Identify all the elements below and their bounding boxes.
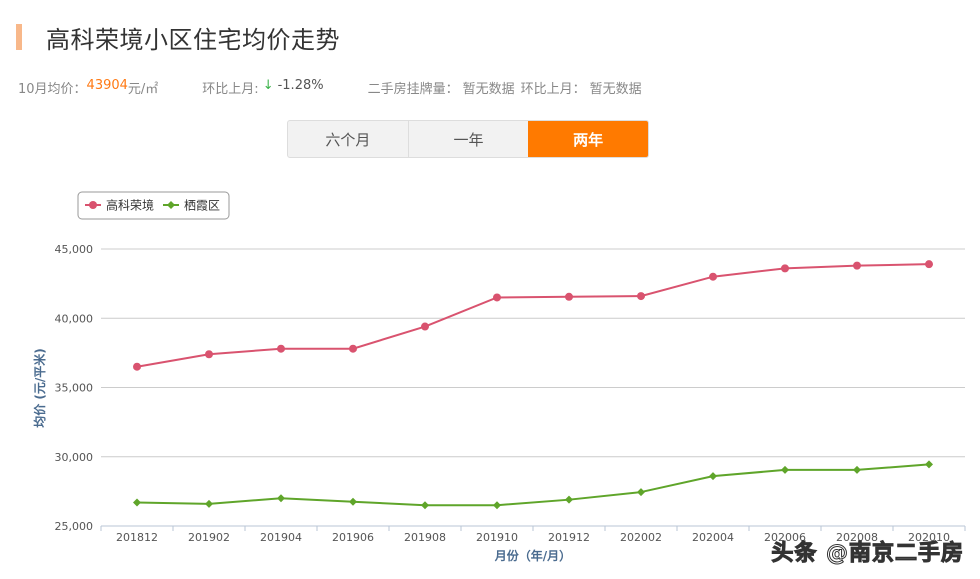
tab-six-months[interactable]: 六个月 xyxy=(325,130,371,149)
y-tick-label: 40,000 xyxy=(55,312,94,325)
x-tick-label: 201910 xyxy=(476,531,518,544)
data-point[interactable] xyxy=(349,497,357,506)
series-2 xyxy=(133,460,933,510)
mom-label: 环比上月: xyxy=(202,82,259,97)
x-tick-label: 202008 xyxy=(836,531,878,544)
down-arrow-icon: ↓ xyxy=(262,78,274,93)
x-tick-label: 201812 xyxy=(116,531,158,544)
data-point[interactable] xyxy=(493,293,501,302)
x-tick-label: 201912 xyxy=(548,531,590,544)
x-tick-label: 202010 xyxy=(908,531,950,544)
data-point[interactable] xyxy=(637,488,645,497)
circle-marker-icon xyxy=(89,201,97,209)
x-tick-label: 201906 xyxy=(332,531,374,544)
stats-row: 10月均价： 43904 元/㎡ 环比上月: ↓ -1.28% 二手房挂牌量： … xyxy=(18,78,642,97)
data-point[interactable] xyxy=(781,264,789,273)
mom-value: -1.28% xyxy=(277,78,324,93)
legend-item-series-1[interactable]: 高科荣境 xyxy=(85,198,154,213)
y-tick-label: 30,000 xyxy=(55,451,94,464)
data-point[interactable] xyxy=(925,260,933,269)
data-point[interactable] xyxy=(709,472,717,481)
data-point[interactable] xyxy=(565,495,573,504)
data-point[interactable] xyxy=(421,501,429,510)
data-point[interactable] xyxy=(853,261,861,270)
x-axis: 201812 201902 201904 201906 201908 201910 2019… xyxy=(100,525,966,544)
title-bar: 高科荣境小区住宅均价走势 xyxy=(16,22,340,54)
data-point[interactable] xyxy=(277,494,285,503)
data-point[interactable] xyxy=(637,292,645,301)
tab-two-years[interactable]: 两年 xyxy=(528,121,648,157)
tab-one-year[interactable]: 一年 xyxy=(407,121,529,157)
x-tick-label: 201902 xyxy=(188,531,230,544)
x-tick-label: 201908 xyxy=(404,531,446,544)
watermark: 头条 @南京二手房 xyxy=(771,541,964,567)
x-tick-label: 202006 xyxy=(764,531,806,544)
data-point[interactable] xyxy=(349,344,357,353)
data-point[interactable] xyxy=(205,499,213,508)
data-point[interactable] xyxy=(709,272,717,281)
listing-label: 二手房挂牌量： xyxy=(367,82,459,97)
data-point[interactable] xyxy=(205,350,213,359)
data-point[interactable] xyxy=(925,460,933,469)
avg-price-value: 43904 xyxy=(86,78,128,93)
diamond-marker-icon xyxy=(167,201,175,209)
y-axis-title: 均价 (元/平米) xyxy=(32,348,47,428)
y-tick-label: 25,000 xyxy=(55,520,94,533)
title-accent-bar xyxy=(16,24,22,50)
period-tabs: 六个月 一年 两年 xyxy=(287,120,649,158)
legend-label-series-1: 高科荣境 xyxy=(106,198,154,213)
data-point[interactable] xyxy=(493,501,501,510)
data-point[interactable] xyxy=(133,362,141,371)
y-tick-label: 45,000 xyxy=(55,243,94,256)
legend-label-series-2: 栖霞区 xyxy=(184,198,220,213)
price-trend-chart: 高科荣境 栖霞区 25,00030,00035,00040,00045,000 … xyxy=(32,191,966,563)
x-tick-label: 201904 xyxy=(260,531,302,544)
data-point[interactable] xyxy=(853,465,861,474)
chart-gridlines xyxy=(101,248,965,458)
y-axis-ticks: 25,000 30,000 35,000 40,000 45,000 xyxy=(55,243,94,533)
legend-item-series-2[interactable]: 栖霞区 xyxy=(163,198,220,213)
listing-mom-value: 暂无数据 xyxy=(589,82,642,97)
listing-mom-label: 环比上月： xyxy=(520,82,586,97)
data-point[interactable] xyxy=(421,322,429,331)
avg-price-unit: 元/㎡ xyxy=(127,82,159,97)
page-title: 高科荣境小区住宅均价走势 xyxy=(46,25,340,54)
x-tick-label: 202002 xyxy=(620,531,662,544)
y-tick-label: 35,000 xyxy=(55,382,94,395)
data-point[interactable] xyxy=(277,344,285,353)
series-1 xyxy=(133,260,933,371)
listing-value: 暂无数据 xyxy=(462,82,515,97)
data-point[interactable] xyxy=(133,498,141,507)
x-axis-title: 月份（年/月） xyxy=(494,548,571,563)
chart-legend: 高科荣境 栖霞区 xyxy=(77,191,230,220)
x-tick-label: 202004 xyxy=(692,531,734,544)
avg-price-label: 10月均价： xyxy=(18,82,87,97)
data-point[interactable] xyxy=(781,465,789,474)
data-point[interactable] xyxy=(565,292,573,301)
chart-series xyxy=(133,260,933,510)
